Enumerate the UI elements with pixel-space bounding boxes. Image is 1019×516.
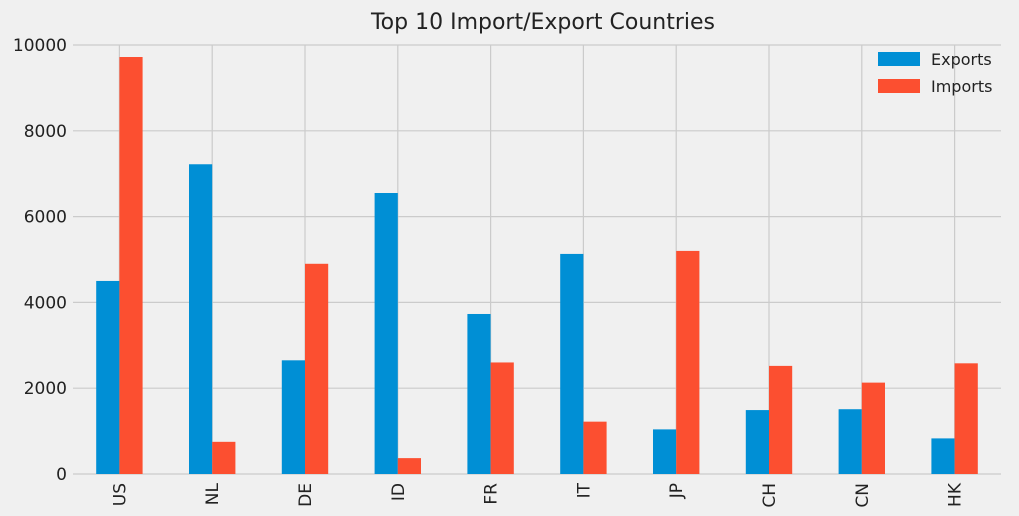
y-tick-label: 6000 xyxy=(24,208,67,228)
bar-exports-nl xyxy=(189,164,213,474)
y-tick-label: 4000 xyxy=(24,293,67,313)
y-tick-label: 10000 xyxy=(13,36,67,56)
bar-exports-fr xyxy=(467,313,491,474)
legend-label-imports: Imports xyxy=(931,77,992,96)
x-tick-label: ID xyxy=(389,483,409,501)
x-tick-label: US xyxy=(110,483,130,506)
y-tick-label: 2000 xyxy=(24,379,67,399)
legend: Exports Imports xyxy=(878,50,992,96)
x-tick-label: IT xyxy=(574,482,594,498)
bar-exports-ch xyxy=(745,410,769,474)
legend-swatch-exports xyxy=(878,52,920,66)
y-axis-ticks: 0 2000 4000 6000 8000 10000 xyxy=(13,36,67,485)
bar-exports-cn xyxy=(838,409,862,474)
bar-imports-hk xyxy=(954,363,978,474)
bar-imports-fr xyxy=(490,362,514,474)
x-tick-label: HK xyxy=(946,482,966,507)
bar-exports-jp xyxy=(653,429,677,474)
x-tick-label: CN xyxy=(853,483,873,508)
bar-imports-it xyxy=(583,421,607,474)
y-tick-label: 0 xyxy=(56,465,67,485)
x-tick-label: DE xyxy=(296,483,316,507)
x-tick-label: JP xyxy=(667,483,687,499)
bar-imports-de xyxy=(305,263,329,474)
bar-imports-us xyxy=(119,57,143,475)
bar-imports-ch xyxy=(769,365,793,474)
bar-exports-us xyxy=(96,280,120,474)
legend-swatch-imports xyxy=(878,79,920,93)
bar-exports-de xyxy=(281,360,305,474)
y-tick-label: 8000 xyxy=(24,122,67,142)
x-tick-label: NL xyxy=(203,482,223,505)
bar-imports-jp xyxy=(676,250,700,474)
bar-exports-id xyxy=(374,193,398,474)
bar-exports-hk xyxy=(931,438,955,474)
chart-title: Top 10 Import/Export Countries xyxy=(370,10,715,35)
x-tick-label: CH xyxy=(760,483,780,508)
bar-imports-nl xyxy=(212,441,236,474)
x-axis-ticks: US NL DE ID FR IT JP CH CN HK xyxy=(110,482,965,508)
bar-imports-id xyxy=(397,458,421,474)
bar-imports-cn xyxy=(861,382,885,474)
bar-exports-it xyxy=(560,253,584,474)
x-tick-label: FR xyxy=(482,483,502,505)
legend-label-exports: Exports xyxy=(931,50,992,69)
bars xyxy=(96,57,978,475)
